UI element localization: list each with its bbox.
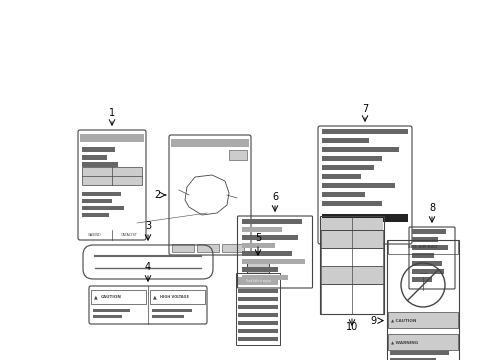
Bar bbox=[411, 253, 433, 258]
Bar bbox=[238, 329, 278, 333]
Bar bbox=[321, 147, 399, 152]
Bar bbox=[411, 245, 447, 250]
Bar bbox=[321, 201, 382, 206]
Bar bbox=[320, 230, 382, 248]
Bar bbox=[387, 334, 457, 350]
Text: 10: 10 bbox=[345, 322, 357, 332]
Bar bbox=[82, 206, 124, 210]
Bar bbox=[82, 199, 112, 203]
Bar bbox=[411, 229, 445, 234]
Bar bbox=[321, 138, 368, 143]
Text: Fluid Vehicle equipt: Fluid Vehicle equipt bbox=[245, 279, 270, 283]
Bar bbox=[171, 139, 248, 147]
Bar bbox=[387, 312, 457, 328]
Text: GASIND: GASIND bbox=[88, 233, 102, 237]
Bar bbox=[321, 156, 382, 161]
Bar bbox=[238, 321, 278, 325]
Bar bbox=[241, 243, 274, 248]
Text: 4: 4 bbox=[144, 262, 151, 272]
Bar bbox=[228, 150, 246, 160]
Bar bbox=[82, 213, 109, 217]
Text: 7: 7 bbox=[361, 104, 367, 114]
Bar bbox=[238, 289, 278, 293]
Bar bbox=[236, 273, 280, 345]
Bar bbox=[320, 266, 382, 284]
Bar bbox=[241, 259, 305, 264]
Text: 9: 9 bbox=[369, 316, 375, 325]
Bar bbox=[238, 313, 278, 317]
Bar bbox=[238, 297, 278, 301]
Bar bbox=[411, 261, 441, 266]
Bar bbox=[320, 248, 382, 266]
Bar bbox=[82, 155, 107, 160]
Bar bbox=[321, 183, 394, 188]
Bar bbox=[321, 129, 407, 134]
Bar bbox=[411, 277, 431, 282]
Text: SRS AIR BAG: SRS AIR BAG bbox=[407, 245, 437, 249]
Bar bbox=[321, 214, 407, 222]
Bar bbox=[93, 315, 122, 318]
Text: HIGH VOLTAGE: HIGH VOLTAGE bbox=[160, 295, 188, 299]
Bar bbox=[387, 242, 457, 254]
Bar bbox=[150, 290, 204, 304]
Text: CATALYST: CATALYST bbox=[121, 233, 137, 237]
Bar bbox=[91, 290, 146, 304]
Text: ▲ WARNING: ▲ WARNING bbox=[390, 340, 417, 344]
Bar bbox=[321, 226, 364, 232]
Bar bbox=[82, 192, 121, 196]
Bar bbox=[246, 259, 268, 273]
Bar bbox=[389, 358, 435, 360]
Bar bbox=[241, 227, 281, 232]
Bar bbox=[241, 219, 301, 224]
Bar bbox=[93, 309, 130, 312]
Text: ▲: ▲ bbox=[94, 294, 98, 300]
Bar bbox=[241, 267, 278, 272]
Bar bbox=[82, 162, 118, 167]
Bar bbox=[238, 277, 278, 285]
Text: CAUTION: CAUTION bbox=[101, 295, 122, 299]
Bar bbox=[321, 192, 364, 197]
Bar bbox=[321, 165, 373, 170]
Bar bbox=[80, 134, 143, 142]
Bar bbox=[411, 237, 437, 242]
Bar bbox=[411, 269, 443, 274]
Bar bbox=[319, 216, 383, 314]
Bar bbox=[82, 167, 142, 185]
Text: ▲: ▲ bbox=[153, 294, 157, 300]
Text: 2: 2 bbox=[154, 190, 160, 200]
Bar bbox=[241, 235, 298, 240]
Bar bbox=[152, 309, 191, 312]
Text: 6: 6 bbox=[271, 192, 278, 202]
Text: 8: 8 bbox=[428, 203, 434, 213]
Text: 1: 1 bbox=[109, 108, 115, 118]
Text: ▲ CAUTION: ▲ CAUTION bbox=[390, 318, 415, 322]
Text: 5: 5 bbox=[254, 233, 261, 243]
Bar bbox=[238, 337, 278, 341]
Bar bbox=[321, 235, 351, 240]
Bar bbox=[197, 244, 219, 252]
Bar bbox=[320, 284, 382, 314]
Bar bbox=[320, 218, 382, 230]
Bar bbox=[238, 305, 278, 309]
Bar bbox=[222, 244, 244, 252]
Bar bbox=[241, 251, 291, 256]
Bar bbox=[152, 315, 183, 318]
Bar bbox=[321, 174, 360, 179]
Bar bbox=[172, 244, 194, 252]
Bar bbox=[386, 240, 458, 360]
Text: 3: 3 bbox=[144, 221, 151, 231]
Bar bbox=[241, 275, 288, 280]
Bar bbox=[387, 240, 457, 254]
Bar bbox=[389, 351, 448, 355]
Bar bbox=[82, 147, 115, 152]
